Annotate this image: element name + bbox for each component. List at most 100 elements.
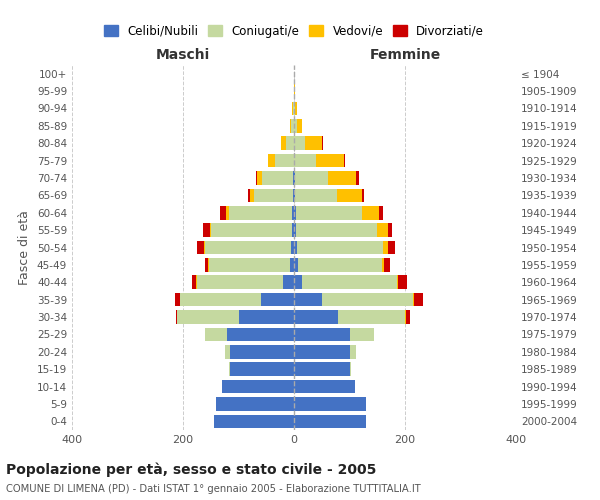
Bar bbox=[322, 293, 413, 306]
Bar bbox=[294, 171, 295, 185]
Bar bbox=[294, 414, 366, 428]
Bar bbox=[205, 240, 291, 254]
Bar bbox=[254, 188, 293, 202]
Bar bbox=[227, 328, 294, 341]
Bar bbox=[362, 206, 379, 220]
Bar bbox=[295, 171, 328, 185]
Bar bbox=[293, 102, 294, 115]
Bar bbox=[337, 188, 362, 202]
Text: Femmine: Femmine bbox=[370, 48, 440, 62]
Bar bbox=[281, 136, 286, 150]
Bar bbox=[290, 119, 291, 132]
Bar bbox=[294, 397, 366, 410]
Bar bbox=[379, 206, 383, 220]
Bar bbox=[415, 293, 423, 306]
Bar bbox=[230, 362, 294, 376]
Bar bbox=[214, 414, 294, 428]
Bar bbox=[291, 119, 294, 132]
Text: COMUNE DI LIMENA (PD) - Dati ISTAT 1° gennaio 2005 - Elaborazione TUTTITALIA.IT: COMUNE DI LIMENA (PD) - Dati ISTAT 1° ge… bbox=[6, 484, 421, 494]
Bar bbox=[294, 119, 297, 132]
Bar bbox=[292, 224, 294, 237]
Bar bbox=[197, 276, 283, 289]
Bar bbox=[294, 154, 316, 168]
Bar bbox=[286, 136, 294, 150]
Bar bbox=[209, 258, 290, 272]
Bar bbox=[328, 171, 356, 185]
Bar bbox=[292, 206, 294, 220]
Bar bbox=[295, 102, 297, 115]
Bar bbox=[385, 258, 390, 272]
Bar bbox=[316, 154, 344, 168]
Bar bbox=[297, 119, 302, 132]
Bar bbox=[298, 258, 382, 272]
Bar bbox=[256, 171, 257, 185]
Bar bbox=[257, 171, 262, 185]
Bar bbox=[229, 362, 230, 376]
Bar bbox=[296, 224, 377, 237]
Bar bbox=[362, 188, 364, 202]
Bar bbox=[294, 258, 298, 272]
Legend: Celibi/Nubili, Coniugati/e, Vedovi/e, Divorziati/e: Celibi/Nubili, Coniugati/e, Vedovi/e, Di… bbox=[99, 20, 489, 42]
Bar bbox=[294, 224, 296, 237]
Bar bbox=[230, 345, 294, 358]
Bar bbox=[294, 362, 349, 376]
Bar bbox=[294, 240, 297, 254]
Bar bbox=[224, 345, 230, 358]
Bar bbox=[302, 276, 397, 289]
Bar bbox=[344, 154, 345, 168]
Bar bbox=[397, 276, 398, 289]
Bar bbox=[383, 240, 388, 254]
Bar bbox=[229, 206, 292, 220]
Bar bbox=[176, 310, 178, 324]
Text: Popolazione per età, sesso e stato civile - 2005: Popolazione per età, sesso e stato civil… bbox=[6, 462, 376, 477]
Bar bbox=[294, 188, 295, 202]
Bar bbox=[349, 328, 374, 341]
Bar bbox=[406, 310, 410, 324]
Bar bbox=[338, 310, 405, 324]
Bar bbox=[205, 328, 227, 341]
Bar bbox=[283, 276, 294, 289]
Bar bbox=[239, 310, 294, 324]
Bar bbox=[294, 276, 302, 289]
Bar bbox=[217, 397, 294, 410]
Bar bbox=[248, 188, 250, 202]
Bar bbox=[322, 136, 323, 150]
Bar bbox=[356, 171, 359, 185]
Bar bbox=[388, 240, 395, 254]
Text: Maschi: Maschi bbox=[156, 48, 210, 62]
Bar bbox=[294, 293, 322, 306]
Bar bbox=[291, 240, 294, 254]
Bar bbox=[220, 206, 226, 220]
Bar bbox=[413, 293, 415, 306]
Bar bbox=[262, 171, 293, 185]
Bar bbox=[211, 224, 292, 237]
Bar bbox=[203, 224, 209, 237]
Bar bbox=[250, 188, 254, 202]
Bar bbox=[377, 224, 388, 237]
Bar bbox=[382, 258, 385, 272]
Bar bbox=[290, 258, 294, 272]
Bar bbox=[388, 224, 392, 237]
Bar bbox=[294, 380, 355, 394]
Bar bbox=[192, 276, 196, 289]
Bar bbox=[175, 293, 179, 306]
Bar bbox=[297, 240, 383, 254]
Bar bbox=[294, 328, 349, 341]
Bar bbox=[197, 240, 204, 254]
Bar bbox=[398, 276, 407, 289]
Bar bbox=[294, 102, 295, 115]
Bar bbox=[180, 293, 260, 306]
Bar bbox=[294, 310, 338, 324]
Bar bbox=[208, 258, 209, 272]
Bar bbox=[295, 188, 337, 202]
Bar bbox=[294, 345, 349, 358]
Bar bbox=[349, 362, 351, 376]
Bar bbox=[226, 206, 229, 220]
Bar bbox=[349, 345, 356, 358]
Bar bbox=[294, 136, 305, 150]
Bar bbox=[260, 293, 294, 306]
Bar bbox=[305, 136, 322, 150]
Bar bbox=[178, 310, 239, 324]
Bar bbox=[205, 258, 208, 272]
Y-axis label: Fasce di età: Fasce di età bbox=[19, 210, 31, 285]
